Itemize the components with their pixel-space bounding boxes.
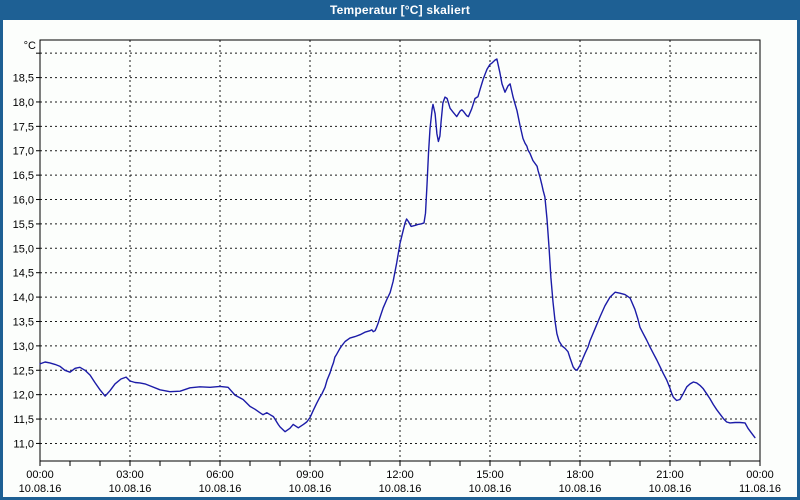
- temperature-series-line: [39, 58, 756, 439]
- x-axis-time-label: 12:00: [386, 469, 414, 481]
- y-axis-label: 18,5: [13, 73, 34, 85]
- x-axis-date-label: 11.08.16: [739, 483, 781, 495]
- x-axis-time-label: 03:00: [116, 469, 144, 481]
- y-axis-label: 14,5: [13, 268, 34, 280]
- y-axis-label: 18,0: [13, 97, 34, 109]
- window-title: Temperatur [°C] skaliert: [329, 3, 471, 17]
- x-axis-time-label: 09:00: [296, 469, 324, 481]
- x-axis-date-label: 10.08.16: [649, 483, 692, 495]
- y-axis-label: 17,0: [13, 146, 34, 158]
- y-axis-label: 16,0: [13, 195, 34, 207]
- x-axis-date-label: 10.08.16: [469, 483, 512, 495]
- x-axis-date-label: 10.08.16: [289, 483, 332, 495]
- y-axis-label: 13,5: [13, 316, 34, 328]
- plot-border: [39, 39, 761, 462]
- x-axis-date-label: 10.08.16: [559, 483, 602, 495]
- x-axis-date-label: 10.08.16: [199, 483, 242, 495]
- y-axis-label: 11,5: [13, 414, 34, 426]
- y-axis-label: 17,5: [13, 121, 34, 133]
- y-axis-label: 15,5: [13, 219, 34, 231]
- x-axis-date-label: 10.08.16: [379, 483, 422, 495]
- x-axis-date-label: 10.08.16: [109, 483, 152, 495]
- y-axis-label: 12,5: [13, 365, 34, 377]
- y-axis-label: 11,0: [13, 438, 34, 450]
- y-axis-label: 13,0: [13, 341, 34, 353]
- y-axis-label: 15,0: [13, 243, 34, 255]
- x-axis-time-label: 06:00: [206, 469, 234, 481]
- x-axis-time-label: 00:00: [26, 469, 54, 481]
- x-axis-time-label: 00:00: [746, 469, 774, 481]
- y-axis-unit-label: °C: [24, 40, 36, 52]
- x-axis-time-label: 21:00: [656, 469, 684, 481]
- x-axis-time-label: 18:00: [566, 469, 594, 481]
- x-axis-time-label: 15:00: [476, 469, 504, 481]
- window-titlebar: Temperatur [°C] skaliert: [3, 0, 797, 20]
- y-axis-label: 14,0: [13, 292, 34, 304]
- y-axis-label: 16,5: [13, 170, 34, 182]
- y-axis-label: 12,0: [13, 390, 34, 402]
- x-axis-date-label: 10.08.16: [19, 483, 62, 495]
